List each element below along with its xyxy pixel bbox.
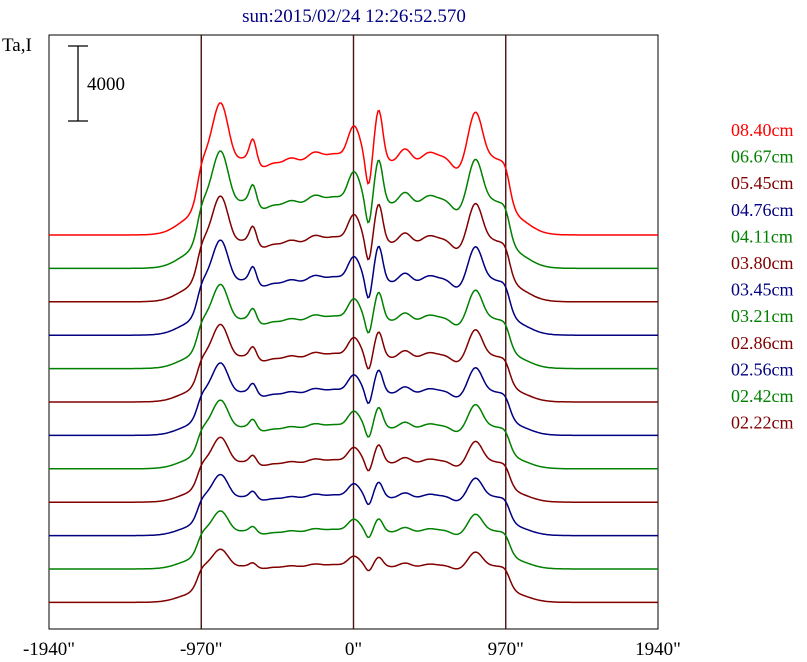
y-axis-label: Ta,I <box>2 35 32 56</box>
series-line-04-76cm <box>49 239 658 336</box>
chart-title: sun:2015/02/24 12:26:52.570 <box>242 6 466 27</box>
legend: 08.40cm 06.67cm 05.45cm 04.76cm 04.11cm 03.80… <box>731 120 794 433</box>
x-tick-label-2: 0" <box>345 639 362 660</box>
x-tick-labels: -1940" -970" 0" 970" 1940" <box>23 639 681 660</box>
legend-entry-9: 02.56cm <box>731 359 794 379</box>
legend-entry-1: 06.67cm <box>731 147 794 167</box>
legend-entry-4: 04.11cm <box>731 226 793 246</box>
series-line-02-86cm <box>49 436 658 503</box>
x-tick-label-1: -970" <box>180 639 223 660</box>
legend-entry-8: 02.86cm <box>731 333 794 353</box>
series-line-04-11cm <box>49 283 658 370</box>
series-line-03-21cm <box>49 399 658 470</box>
series-group <box>49 102 658 604</box>
legend-entry-7: 03.21cm <box>731 306 794 326</box>
series-line-02-56cm <box>49 473 658 537</box>
x-tick-label-3: 970" <box>488 639 524 660</box>
legend-entry-2: 05.45cm <box>731 173 794 193</box>
legend-entry-10: 02.42cm <box>731 386 794 406</box>
intensity-scale-bar: 4000 <box>68 45 125 122</box>
legend-entry-3: 04.76cm <box>731 200 794 220</box>
legend-entry-11: 02.22cm <box>731 413 794 433</box>
series-line-05-45cm <box>49 195 658 303</box>
legend-entry-6: 03.45cm <box>731 280 794 300</box>
series-line-08-40cm <box>49 102 658 236</box>
x-tick-label-4: 1940" <box>635 639 681 660</box>
series-line-03-45cm <box>49 362 658 437</box>
scale-bar-label: 4000 <box>87 74 125 95</box>
series-line-02-22cm <box>49 548 658 604</box>
x-tick-label-0: -1940" <box>23 639 75 660</box>
legend-entry-5: 03.80cm <box>731 253 794 273</box>
series-line-02-42cm <box>49 510 658 570</box>
series-line-06-67cm <box>49 150 658 270</box>
series-line-03-80cm <box>49 323 658 403</box>
reference-lines <box>200 35 507 629</box>
legend-entry-0: 08.40cm <box>731 120 794 140</box>
